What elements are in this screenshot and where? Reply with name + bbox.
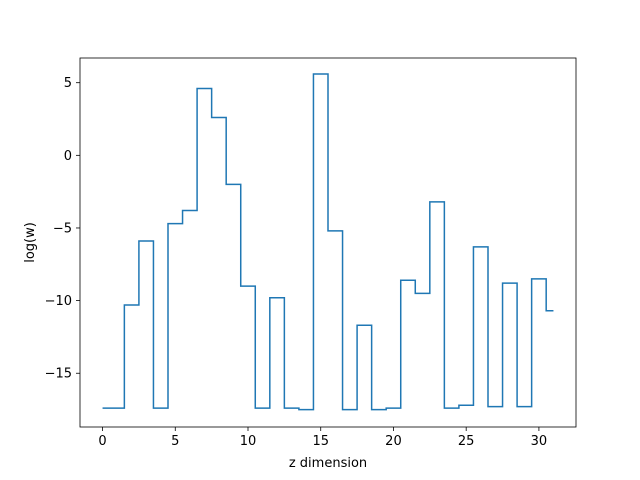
axes-frame [79,57,577,428]
x-tick-label: 15 [312,434,329,449]
y-tick-label: 0 [64,149,72,164]
y-axis: −15 −10 −5 0 5 [45,76,80,382]
x-tick-label: 5 [171,434,179,449]
series-line-0 [102,73,554,411]
x-tick-label: 10 [240,434,257,449]
plot-area [102,73,554,411]
x-tick-label: 25 [458,434,475,449]
y-axis-label: log(w) [23,222,38,263]
y-tick-label: −15 [45,367,72,382]
y-tick-label: 5 [64,76,72,91]
x-tick-label: 20 [385,434,402,449]
x-axis-label: z dimension [289,456,367,471]
x-axis: 0 5 10 15 20 25 30 [98,427,547,449]
x-tick-label: 30 [531,434,548,449]
y-tick-label: −10 [45,294,72,309]
y-tick-label: −5 [53,221,72,236]
x-tick-label: 0 [98,434,106,449]
